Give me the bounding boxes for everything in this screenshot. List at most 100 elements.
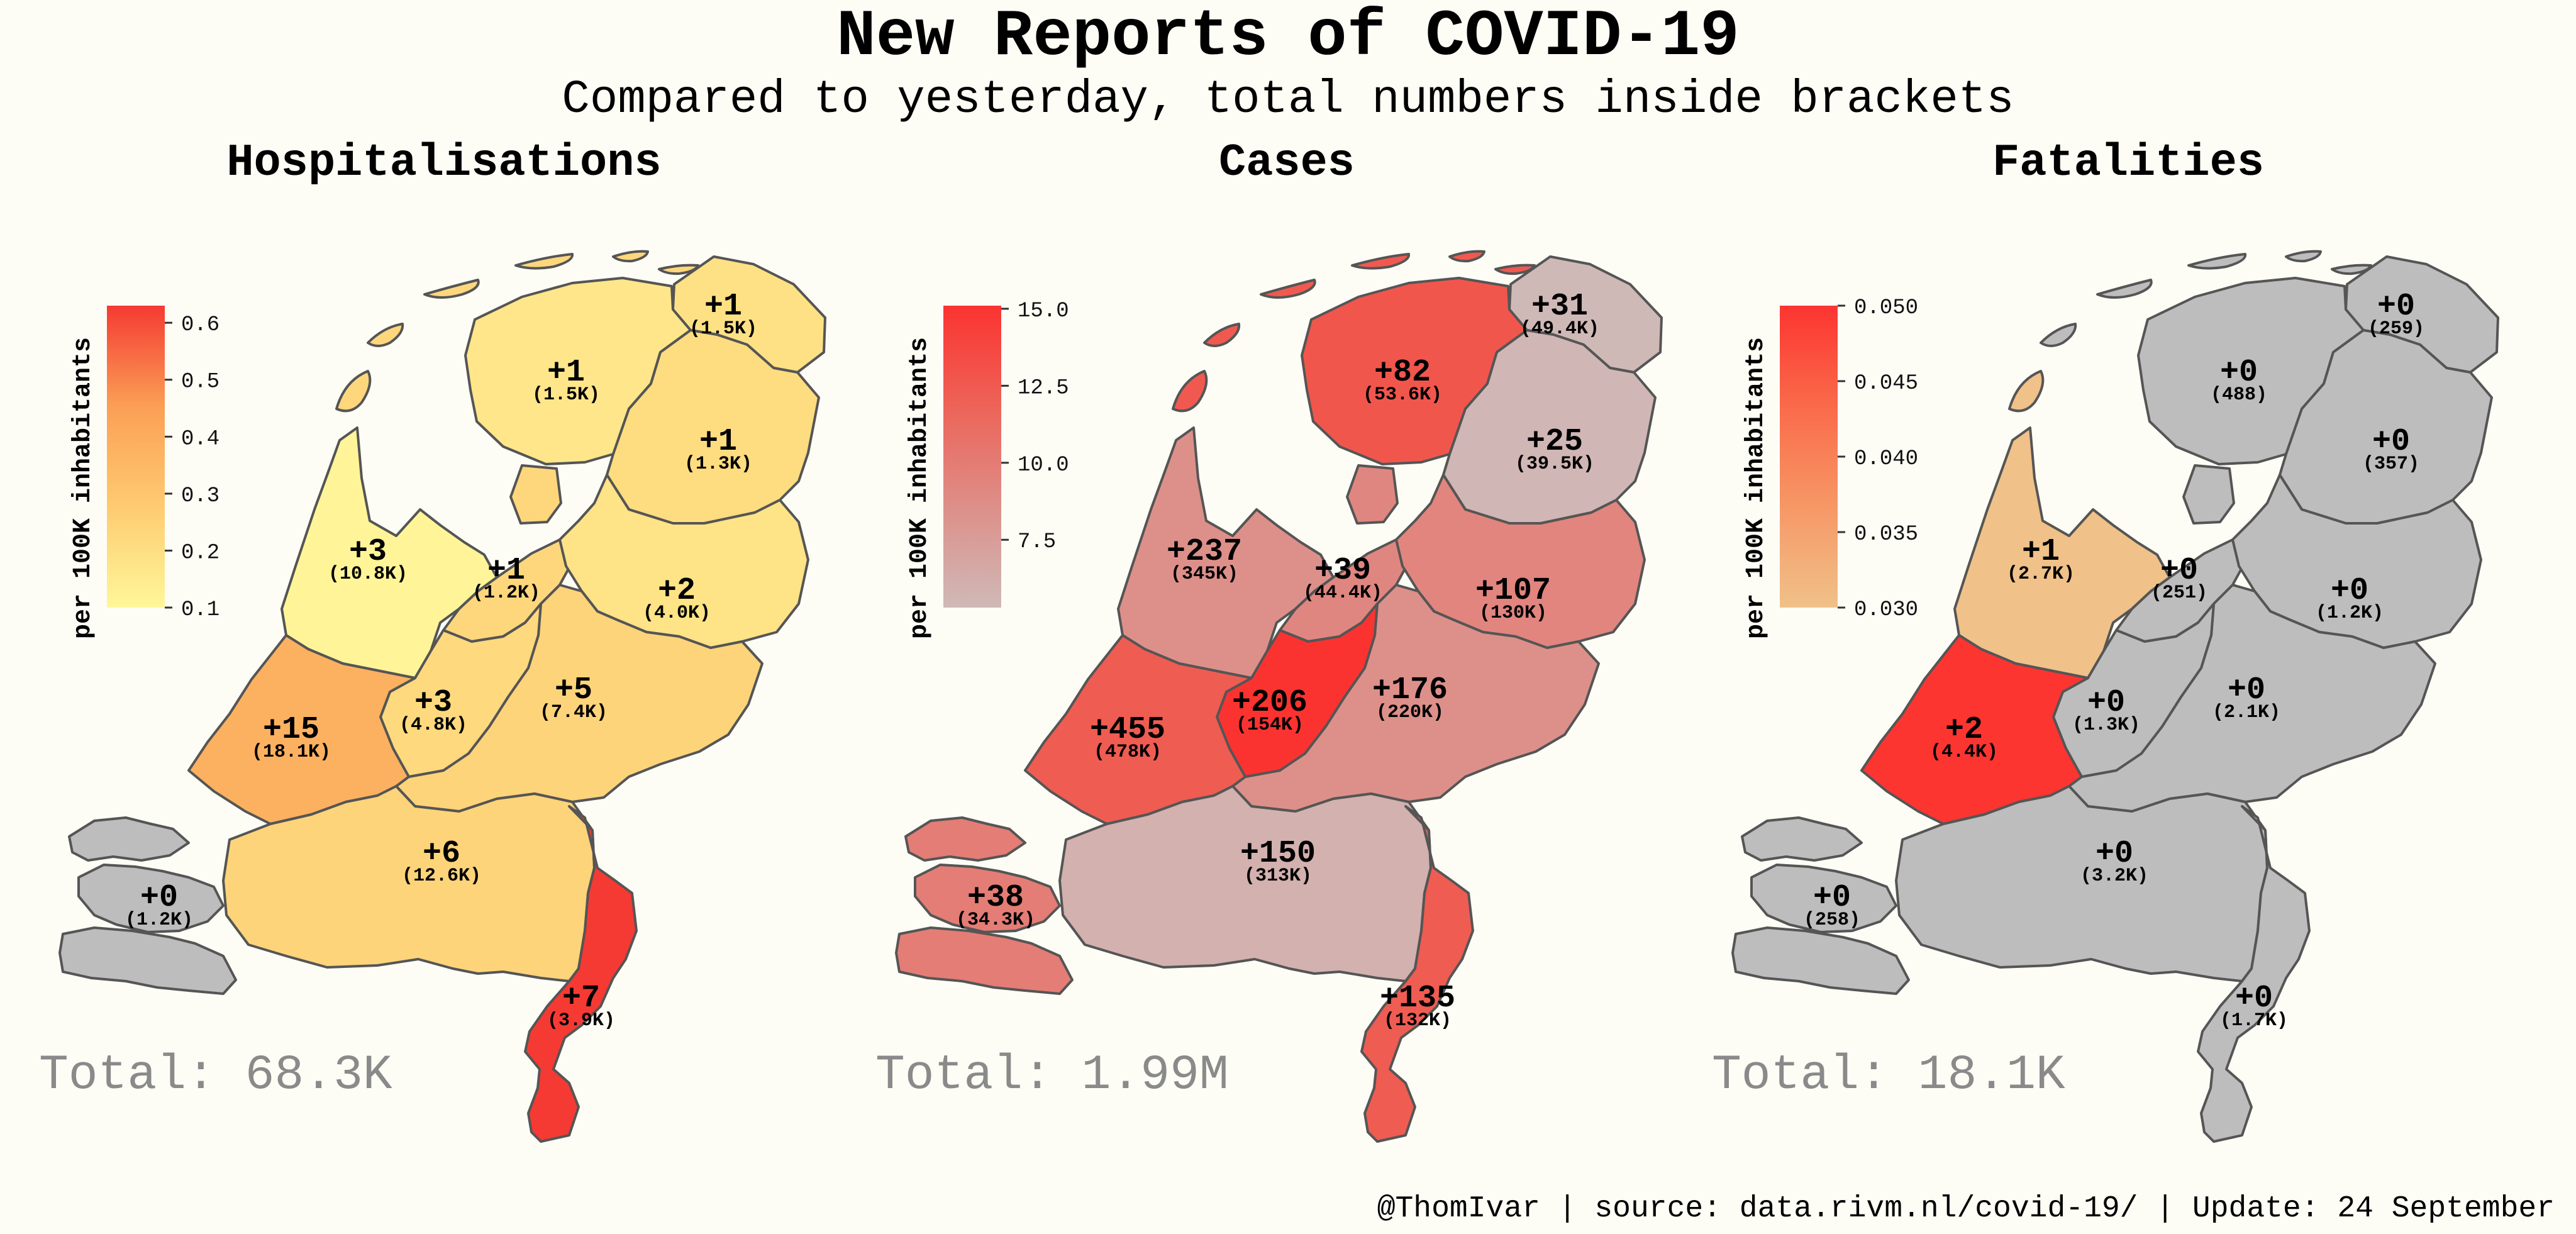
province-change-noord-holland: +237 xyxy=(1167,534,1242,570)
province-change-zeeland: +38 xyxy=(967,880,1024,916)
wadden-island xyxy=(2008,370,2045,413)
province-change-friesland: +82 xyxy=(1374,355,1431,391)
colorbar-tick-label: 0.3 xyxy=(181,484,219,508)
province-total-gelderland: (2.1K) xyxy=(2212,702,2280,723)
colorbar-tick-label: 12.5 xyxy=(1018,376,1069,400)
wadden-island xyxy=(367,323,404,347)
map-hospitalisations: +1(1.5K)+1(1.5K)+1(1.3K)+3(10.8K) +1(1.2K… xyxy=(58,250,826,1143)
wadden-island xyxy=(335,370,372,413)
colorbar-tick-label: 0.035 xyxy=(1854,523,1918,547)
province-change-limburg: +0 xyxy=(2235,981,2273,1016)
wadden-island xyxy=(2285,250,2322,263)
panel-title-fatalities: Fatalities xyxy=(1992,137,2264,189)
province-change-zuid-holland: +455 xyxy=(1090,712,1165,748)
province-limburg xyxy=(524,805,638,1143)
colorbar-tick-label: 0.050 xyxy=(1854,296,1918,320)
province-total-friesland: (488) xyxy=(2211,384,2267,406)
province-change-flevoland: +39 xyxy=(1314,553,1371,589)
wadden-island xyxy=(612,250,649,263)
province-total-zuid-holland: (18.1K) xyxy=(252,742,331,763)
province-total-limburg: (132K) xyxy=(1384,1010,1452,1031)
province-change-limburg: +7 xyxy=(562,981,600,1016)
colorbar-tick-label: 0.4 xyxy=(181,427,219,451)
province-change-flevoland: +1 xyxy=(487,553,525,589)
colorbar-gradient xyxy=(1780,306,1838,608)
province-total-flevoland: (44.4K) xyxy=(1303,582,1382,604)
province-total-zuid-holland: (4.4K) xyxy=(1930,742,1998,763)
province-total-utrecht: (4.8K) xyxy=(399,714,467,736)
province-change-gelderland: +0 xyxy=(2228,672,2265,708)
province-change-limburg: +135 xyxy=(1380,981,1455,1016)
province-change-zeeland: +0 xyxy=(140,880,178,916)
province-change-drenthe: +0 xyxy=(2372,424,2410,460)
province-total-friesland: (1.5K) xyxy=(532,384,600,406)
colorbar-label: per 100K inhabitants xyxy=(1742,337,1770,639)
wadden-island xyxy=(2096,279,2153,299)
province-total-noord-brabant: (3.2K) xyxy=(2080,865,2148,887)
province-change-noord-brabant: +0 xyxy=(2096,836,2133,872)
province-total-overijssel: (1.2K) xyxy=(2316,603,2384,624)
province-total-groningen: (1.5K) xyxy=(689,318,757,340)
province-zeeland xyxy=(58,816,237,995)
wadden-island xyxy=(1260,279,1316,299)
province-change-flevoland: +0 xyxy=(2160,553,2198,589)
province-change-utrecht: +0 xyxy=(2087,685,2125,721)
province-total-noord-holland: (2.7K) xyxy=(2007,564,2075,585)
province-zeeland xyxy=(895,816,1074,995)
province-total-overijssel: (4.0K) xyxy=(643,603,711,624)
province-total-utrecht: (1.3K) xyxy=(2072,714,2140,736)
province-noord-holland xyxy=(280,426,498,679)
province-limburg xyxy=(2197,805,2311,1143)
province-total-limburg: (1.7K) xyxy=(2220,1010,2288,1031)
province-change-groningen: +0 xyxy=(2377,289,2415,325)
province-total-zeeland: (1.2K) xyxy=(125,909,193,931)
figure-subtitle: Compared to yesterday, total numbers ins… xyxy=(562,74,2014,126)
colorbar-gradient xyxy=(107,306,165,608)
colorbar-tick-label: 0.5 xyxy=(181,370,219,394)
province-change-groningen: +1 xyxy=(704,289,742,325)
province-change-noord-brabant: +6 xyxy=(423,836,460,872)
colorbar-label: per 100K inhabitants xyxy=(906,337,934,639)
province-change-drenthe: +1 xyxy=(699,424,737,460)
province-total-gelderland: (7.4K) xyxy=(540,702,608,723)
province-change-overijssel: +107 xyxy=(1475,573,1551,609)
province-change-zuid-holland: +15 xyxy=(263,712,319,748)
map-panels: Hospitalisations+1(1.5K)+1(1.5K)+1(1.3K)… xyxy=(39,137,2499,1143)
province-change-gelderland: +5 xyxy=(555,672,592,708)
province-limburg xyxy=(1360,805,1474,1143)
province-total-noord-brabant: (12.6K) xyxy=(402,865,481,887)
province-change-overijssel: +2 xyxy=(658,573,696,609)
province-total-limburg: (3.9K) xyxy=(547,1010,615,1031)
colorbar-tick-label: 0.1 xyxy=(181,598,219,622)
province-total-groningen: (49.4K) xyxy=(1520,318,1599,340)
province-total-zeeland: (258) xyxy=(1804,909,1860,931)
province-total-noord-holland: (345K) xyxy=(1170,564,1238,585)
wadden-island xyxy=(2187,253,2247,270)
province-total-gelderland: (220K) xyxy=(1376,702,1444,723)
map-fatalities: +0(259)+0(488)+0(357)+1(2.7K) +0(251) +0(1… xyxy=(1731,250,2499,1143)
province-zeeland xyxy=(1731,816,1910,995)
province-total-zuid-holland: (478K) xyxy=(1094,742,1162,763)
province-change-groningen: +31 xyxy=(1531,289,1588,325)
province-noord-holland xyxy=(1953,426,2171,679)
colorbar-fatalities: 0.030 0.035 0.040 0.045 0.050 per 100K inhabi… xyxy=(1742,296,1918,639)
province-change-overijssel: +0 xyxy=(2331,573,2368,609)
province-total-noord-holland: (10.8K) xyxy=(328,564,408,585)
province-total-friesland: (53.6K) xyxy=(1363,384,1442,406)
province-total-noord-brabant: (313K) xyxy=(1244,865,1312,887)
province-total-drenthe: (1.3K) xyxy=(684,453,752,475)
figure-title: New Reports of COVID-19 xyxy=(836,0,1739,74)
colorbar-cases: 7.5 10.0 12.5 15.0 per 100K inhabitants xyxy=(906,299,1069,639)
wadden-island xyxy=(1203,323,1241,347)
wadden-island xyxy=(514,253,574,270)
wadden-island xyxy=(1172,370,1208,413)
province-change-drenthe: +25 xyxy=(1526,424,1583,460)
wadden-island xyxy=(2040,323,2077,347)
wadden-island xyxy=(1448,250,1485,263)
panel-total-cases: Total: 1.99M xyxy=(875,1048,1229,1103)
province-change-noord-holland: +1 xyxy=(2022,534,2060,570)
map-cases: +31(49.4K) +82(53.6K) +25(39.5K) +237(345K)… xyxy=(895,250,1663,1143)
panel-title-cases: Cases xyxy=(1219,137,1355,189)
province-total-drenthe: (39.5K) xyxy=(1515,453,1594,475)
